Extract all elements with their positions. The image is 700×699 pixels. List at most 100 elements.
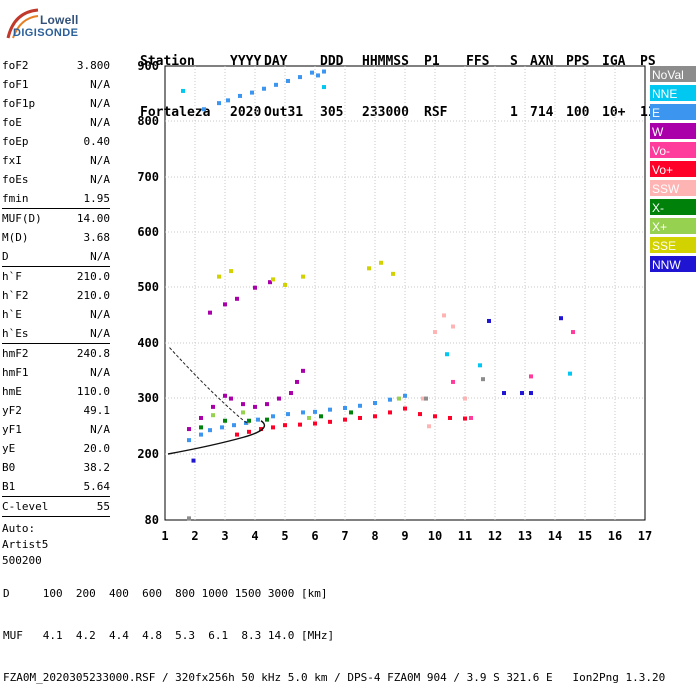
data-point-w: [301, 368, 305, 373]
data-point-e: [388, 397, 392, 402]
param-row-b0: B0 38.2: [2, 458, 110, 477]
data-point-sse: [367, 266, 371, 271]
data-point-w: [253, 404, 257, 409]
data-point-w: [277, 396, 281, 401]
legend-item-x: X+: [650, 218, 696, 237]
header-label-9: PPS: [566, 54, 590, 69]
data-point-e: [328, 407, 332, 412]
y-tick-label: 300: [137, 391, 159, 405]
data-point-w: [268, 280, 272, 285]
param-value: N/A: [90, 423, 110, 436]
x-tick-label: 11: [458, 529, 472, 543]
data-point-ssw: [442, 313, 446, 318]
data-point-sse: [391, 271, 395, 276]
param-name: foEp: [2, 135, 29, 148]
y-tick-label: 600: [137, 225, 159, 239]
header-labels-row: Station YYYY DAY DDD HHMMSS P1 FFS S AXN PPS IGA PS: [140, 53, 662, 70]
param-value: 110.0: [76, 385, 110, 398]
data-point-e: [271, 414, 275, 419]
data-point-e: [301, 410, 305, 415]
param-name: yF1: [2, 423, 22, 436]
data-point-e: [343, 405, 347, 410]
param-row-ye: yE 20.0: [2, 439, 110, 458]
data-point-sse: [379, 260, 383, 265]
data-point-e: [256, 417, 260, 422]
footer-muf-row: MUF 4.1 4.2 4.4 4.8 5.3 6.1 8.3 14.0 [MH…: [3, 629, 335, 642]
data-point-x: [241, 410, 245, 415]
param-divider: [2, 516, 110, 517]
param-name: foF1: [2, 78, 29, 91]
param-divider: [2, 266, 110, 267]
logo-text-digisonde: DIGISONDE: [13, 27, 79, 39]
data-point-w: [211, 404, 215, 409]
auto-scaling-line: Artist5: [2, 538, 49, 551]
header-label-7: S: [510, 54, 518, 69]
header-label-1: YYYY: [230, 54, 262, 69]
param-name: fmin: [2, 192, 29, 205]
data-point-noval: [424, 396, 428, 401]
param-name: foE: [2, 116, 22, 129]
param-name: B0: [2, 461, 16, 474]
param-value: 1.95: [83, 192, 111, 205]
data-point-x: [319, 414, 323, 419]
x-tick-label: 15: [578, 529, 592, 543]
data-point-e: [208, 428, 212, 433]
param-name: yF2: [2, 404, 22, 417]
data-point-sse: [271, 277, 275, 282]
header-label-4: HHMMSS: [362, 54, 409, 69]
data-point-x: [265, 417, 269, 422]
data-point-e: [403, 393, 407, 398]
data-point-vo: [247, 429, 251, 434]
param-value: 55: [96, 500, 110, 513]
param-name: yE: [2, 442, 16, 455]
data-point-ssw: [433, 330, 437, 335]
param-row-foes: foEs N/A: [2, 170, 110, 189]
header-value-0: Fortaleza: [140, 105, 211, 120]
param-value: N/A: [90, 308, 110, 321]
param-value: N/A: [90, 97, 110, 110]
header-label-11: PS: [640, 54, 656, 69]
param-name: C-level: [2, 500, 49, 513]
data-point-vo: [403, 406, 407, 411]
x-tick-label: 5: [281, 529, 288, 543]
param-row-hes: h`Es N/A: [2, 324, 110, 343]
param-value: N/A: [90, 250, 110, 263]
data-point-vo: [451, 379, 455, 384]
param-value: 3.68: [83, 231, 111, 244]
header-value-9: 100: [566, 105, 590, 120]
x-tick-label: 17: [638, 529, 652, 543]
param-row-fof1p: foF1p N/A: [2, 94, 110, 113]
param-value: 240.8: [76, 347, 110, 360]
param-name: M(D): [2, 231, 29, 244]
param-name: fxI: [2, 154, 22, 167]
param-value: 0.40: [83, 135, 111, 148]
y-tick-label: 500: [137, 280, 159, 294]
data-point-e: [274, 82, 278, 87]
footer-file-info: FZA0M_2020305233000.RSF / 320fx256h 50 k…: [3, 671, 666, 684]
data-point-sse: [301, 274, 305, 279]
param-value: N/A: [90, 366, 110, 379]
param-name: hmF2: [2, 347, 29, 360]
param-name: h`Es: [2, 327, 29, 340]
data-point-e: [199, 432, 203, 437]
data-point-w: [199, 415, 203, 420]
data-point-x: [307, 415, 311, 420]
data-point-vo: [433, 414, 437, 419]
data-point-vo: [313, 421, 317, 426]
data-point-ssw: [427, 424, 431, 429]
legend-item-vo: Vo+: [650, 161, 696, 180]
param-value: 14.00: [76, 212, 110, 225]
logo-mark-icon: [6, 8, 39, 39]
param-row-foe: foE N/A: [2, 113, 110, 132]
x-tick-label: 9: [401, 529, 408, 543]
legend-item-nnw: NNW: [650, 256, 696, 275]
station-header: Station YYYY DAY DDD HHMMSS P1 FFS S AXN PPS IGA PS…: [140, 19, 662, 138]
footer-info: D 100 200 400 600 800 1000 1500 3000 [km…: [3, 559, 665, 699]
data-point-e: [286, 78, 290, 83]
data-point-x: [199, 425, 203, 430]
data-point-e: [187, 438, 191, 443]
data-point-e: [262, 86, 266, 91]
virtual-height-curve: [169, 347, 250, 425]
param-value: 20.0: [83, 442, 111, 455]
data-point-nnw: [487, 318, 491, 323]
